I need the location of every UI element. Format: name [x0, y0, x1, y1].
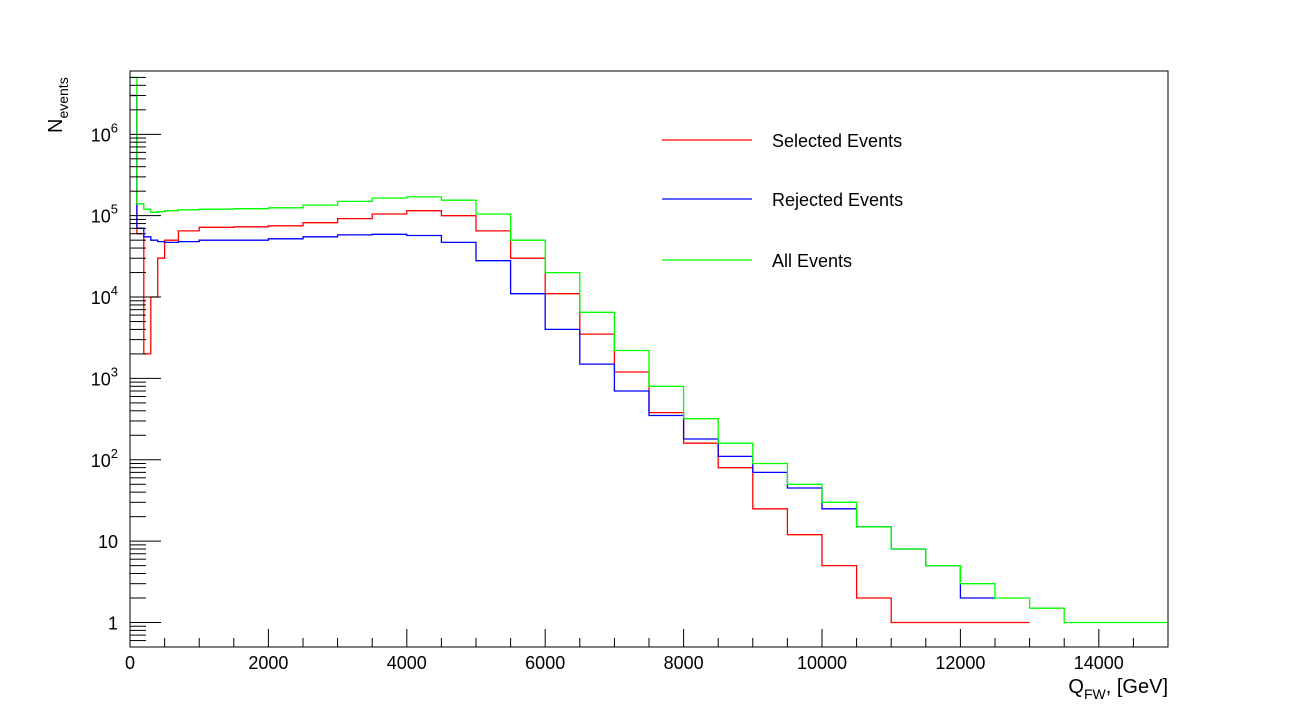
y-tick-label: 102 — [91, 446, 118, 471]
y-tick-base: 1 — [108, 614, 118, 634]
y-tick-label: 10 — [98, 532, 118, 552]
x-axis-title: QFW, [GeV] — [1068, 676, 1168, 702]
y-tick-exponent: 4 — [111, 283, 118, 298]
y-tick-exponent: 2 — [111, 446, 118, 461]
y-axis-title: Nevents — [45, 77, 71, 133]
y-tick-label: 106 — [91, 120, 118, 145]
x-axis-title-rest: , [GeV] — [1106, 676, 1168, 698]
series-line-all-events — [130, 76, 1168, 624]
x-tick-label: 8000 — [664, 653, 704, 673]
y-tick-base: 10 — [91, 125, 111, 145]
x-tick-label: 12000 — [935, 653, 985, 673]
y-tick-base: 10 — [91, 207, 111, 227]
y-tick-label: 103 — [91, 364, 118, 389]
x-axis-title-main: Q — [1068, 676, 1084, 698]
x-tick-label: 2000 — [248, 653, 288, 673]
y-tick-exponent: 3 — [111, 364, 118, 379]
y-tick-exponent: 6 — [111, 120, 118, 135]
x-tick-label: 10000 — [797, 653, 847, 673]
series-line-selected-events — [130, 94, 1030, 624]
legend: Selected Events Rejected Events All Events — [662, 131, 903, 271]
x-tick-label: 4000 — [387, 653, 427, 673]
legend-label: All Events — [772, 251, 852, 271]
y-tick-label: 105 — [91, 202, 118, 227]
y-axis-title-main: N — [45, 119, 67, 133]
x-tick-label: 6000 — [525, 653, 565, 673]
ticks-layer: 0 2000 4000 6000 8000 10000 12000 1400011010210… — [91, 70, 1169, 673]
x-tick-label: 0 — [125, 653, 135, 673]
legend-label: Selected Events — [772, 131, 902, 151]
y-tick-base: 10 — [98, 532, 118, 552]
y-tick-label: 104 — [91, 283, 118, 308]
x-tick-label: 14000 — [1074, 653, 1124, 673]
series-line-rejected-events — [130, 94, 995, 599]
x-axis-title-sub: FW — [1084, 686, 1107, 702]
y-axis-title-sub: events — [55, 77, 71, 118]
series-layer — [130, 76, 1168, 624]
y-tick-exponent: 5 — [111, 202, 118, 217]
legend-label: Rejected Events — [772, 190, 903, 210]
y-tick-base: 10 — [91, 288, 111, 308]
y-tick-base: 10 — [91, 369, 111, 389]
y-tick-base: 10 — [91, 451, 111, 471]
y-tick-label: 1 — [108, 614, 118, 634]
